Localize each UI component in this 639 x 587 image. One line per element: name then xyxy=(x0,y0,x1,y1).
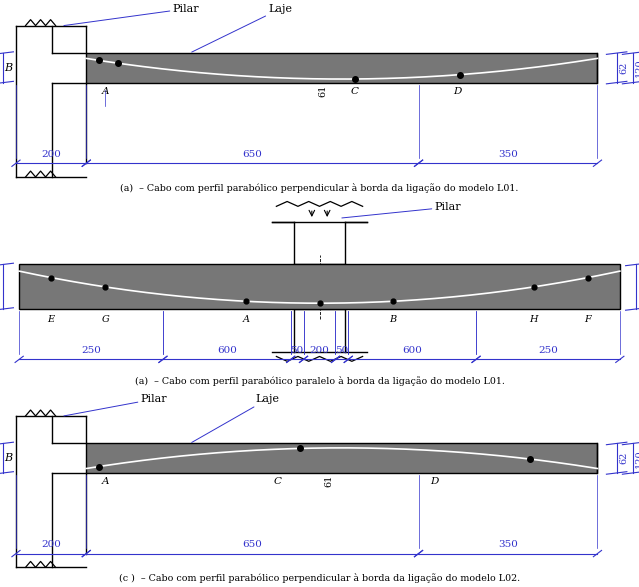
Bar xyxy=(19,264,620,309)
Text: 200: 200 xyxy=(41,150,61,159)
Text: 650: 650 xyxy=(242,540,263,549)
Text: A: A xyxy=(102,86,109,96)
Bar xyxy=(86,443,597,473)
Text: D: D xyxy=(430,477,439,486)
Text: 62: 62 xyxy=(619,452,628,464)
Text: 120: 120 xyxy=(635,449,639,467)
Text: (a)  – Cabo com perfil parabólico perpendicular à borda da ligação do modelo L01: (a) – Cabo com perfil parabólico perpend… xyxy=(120,183,519,193)
Text: 50: 50 xyxy=(291,346,304,355)
Text: E: E xyxy=(47,315,55,324)
Text: Laje: Laje xyxy=(192,4,293,52)
Text: 600: 600 xyxy=(217,346,237,355)
Text: 50: 50 xyxy=(335,346,348,355)
Text: 350: 350 xyxy=(498,540,518,549)
Text: Pilar: Pilar xyxy=(64,394,167,416)
Text: Pilar: Pilar xyxy=(64,4,199,26)
Text: B: B xyxy=(389,315,397,324)
Text: (c )  – Cabo com perfil parabólico perpendicular à borda da ligação do modelo L0: (c ) – Cabo com perfil parabólico perpen… xyxy=(119,573,520,583)
Text: D: D xyxy=(452,86,461,96)
Text: B: B xyxy=(4,453,12,463)
Text: 62: 62 xyxy=(619,62,628,74)
Text: A: A xyxy=(102,477,109,486)
Text: C: C xyxy=(274,477,282,486)
Text: 120: 120 xyxy=(635,59,639,77)
Bar xyxy=(86,53,597,83)
Text: 200: 200 xyxy=(41,540,61,549)
Text: B: B xyxy=(4,63,12,73)
Text: A: A xyxy=(243,315,249,324)
Text: (a)  – Cabo com perfil parabólico paralelo à borda da ligação do modelo L01.: (a) – Cabo com perfil parabólico paralel… xyxy=(135,377,504,386)
Text: F: F xyxy=(585,315,591,324)
Text: 61: 61 xyxy=(318,85,327,97)
Text: 250: 250 xyxy=(538,346,558,355)
Text: Laje: Laje xyxy=(192,394,280,443)
Text: 600: 600 xyxy=(402,346,422,355)
Text: Pilar: Pilar xyxy=(342,202,461,218)
Text: 200: 200 xyxy=(309,346,330,355)
Text: 61: 61 xyxy=(325,475,334,487)
Text: G: G xyxy=(102,315,109,324)
Text: H: H xyxy=(529,315,538,324)
Text: C: C xyxy=(351,86,358,96)
Text: 350: 350 xyxy=(498,150,518,159)
Text: 650: 650 xyxy=(242,150,263,159)
Text: 250: 250 xyxy=(81,346,101,355)
